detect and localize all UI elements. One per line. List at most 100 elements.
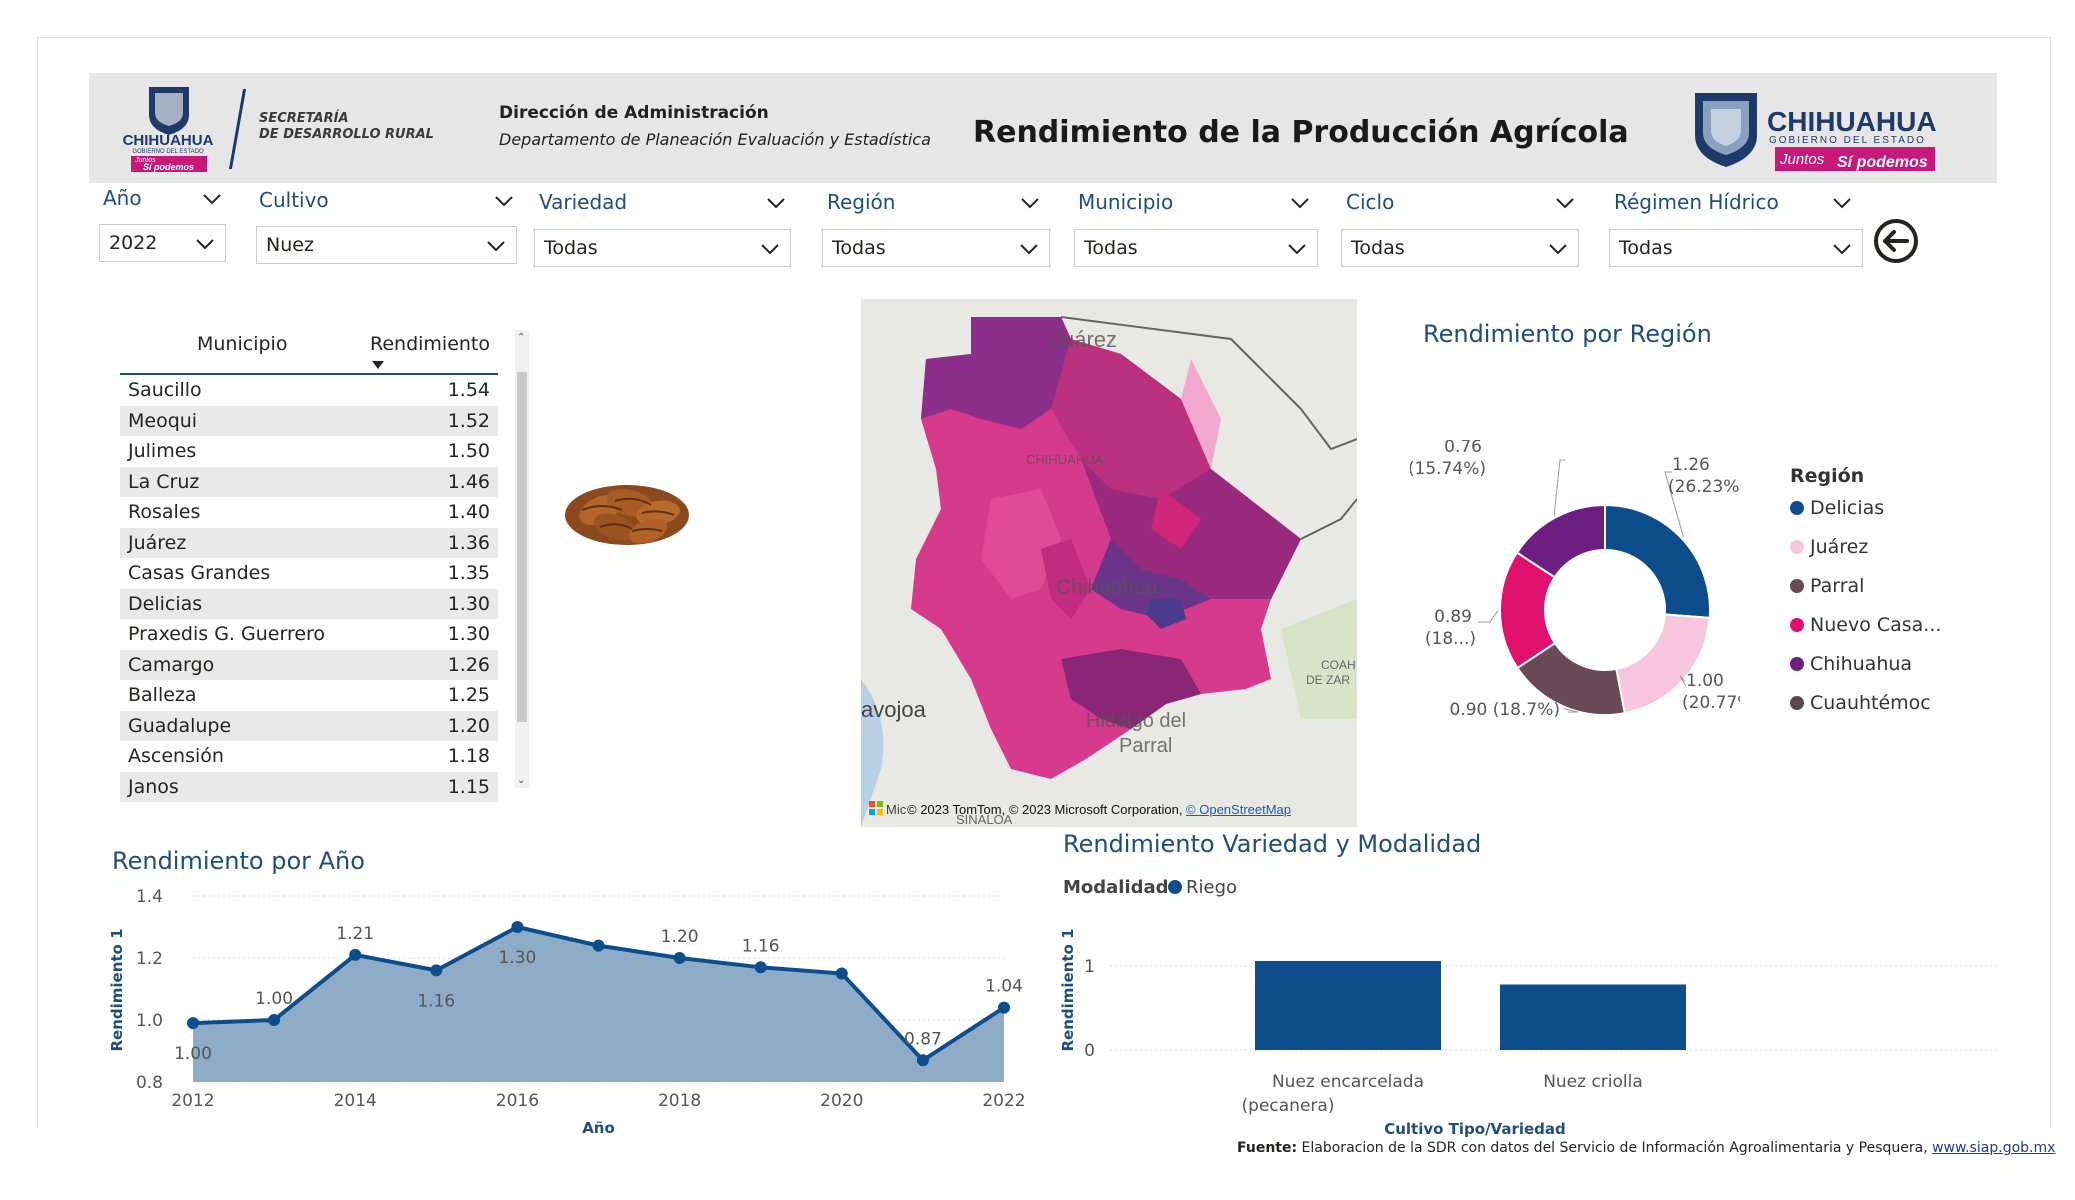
report-header: CHIHUAHUA GOBIERNO DEL ESTADO Juntos Sí …: [89, 73, 1997, 183]
cell-rendimiento: 1.54: [447, 379, 490, 401]
filter-dropdown-region[interactable]: Todas: [822, 229, 1050, 267]
filter-dropdown-municipio[interactable]: Todas: [1074, 229, 1318, 267]
legend-label: Parral: [1810, 575, 1865, 597]
svg-text:Hidalgo del: Hidalgo del: [1086, 710, 1186, 732]
data-point[interactable]: [349, 948, 362, 961]
svg-text:SINALOA: SINALOA: [956, 812, 1013, 827]
table-scrollbar[interactable]: ⌃ ⌄: [515, 330, 529, 788]
table-row[interactable]: Delicias 1.30: [120, 588, 498, 619]
filter-collapse-chevron-icon[interactable]: [202, 192, 222, 206]
svg-text:CHIHUAHUA: CHIHUAHUA: [1767, 106, 1937, 137]
x-tick-label: 2012: [171, 1091, 214, 1111]
donut-slice[interactable]: [1604, 503, 1711, 619]
cell-municipio: Janos: [128, 775, 179, 798]
y-tick-label: 1: [1084, 957, 1095, 977]
data-point[interactable]: [268, 1014, 281, 1026]
cell-municipio: Camargo: [128, 653, 215, 676]
data-point[interactable]: [187, 1017, 199, 1030]
table-row[interactable]: La Cruz 1.46: [120, 466, 498, 497]
cell-municipio: Guadalupe: [128, 714, 232, 737]
legend-item[interactable]: Nuevo Casa...: [1790, 614, 1941, 636]
map-visual[interactable]: Juárez CHIHUAHUA Chihuahua Hidalgo del P…: [861, 299, 1357, 827]
page-title: Rendimiento de la Producción Agrícola: [973, 115, 1629, 150]
bar-2[interactable]: [1500, 984, 1686, 1050]
x-tick-label: 2018: [658, 1091, 701, 1111]
cell-rendimiento: 1.52: [447, 409, 490, 432]
table-row[interactable]: Camargo 1.26: [120, 649, 498, 680]
scrollbar-thumb[interactable]: [517, 372, 527, 722]
donut-data-label: 1.00: [1686, 671, 1724, 691]
table-row[interactable]: Guadalupe 1.20: [120, 710, 498, 741]
data-point[interactable]: [754, 961, 767, 974]
data-point[interactable]: [916, 1054, 929, 1067]
scroll-down-icon[interactable]: ⌄: [517, 775, 526, 786]
table-row[interactable]: Janos 1.15: [120, 771, 498, 802]
filter-dropdown-cultivo[interactable]: Nuez: [256, 226, 517, 264]
filter-collapse-chevron-icon[interactable]: [766, 196, 786, 210]
table-row[interactable]: Meoqui 1.52: [120, 405, 498, 436]
svg-text:GOBIERNO DEL ESTADO: GOBIERNO DEL ESTADO: [1769, 135, 1926, 146]
map-credit: © 2023 TomTom, © 2023 Microsoft Corporat…: [907, 802, 1291, 817]
legend-item[interactable]: Chihuahua: [1790, 653, 1912, 675]
donut-data-label: 0.76: [1444, 440, 1482, 457]
back-arrow-icon[interactable]: [1873, 218, 1919, 264]
filter-dropdown-ano[interactable]: 2022: [99, 224, 226, 262]
donut-leader-line: [1679, 675, 1687, 687]
svg-text:Parral: Parral: [1119, 735, 1172, 757]
filter-dropdown-variedad[interactable]: Todas: [534, 229, 791, 267]
cell-rendimiento: 1.40: [447, 501, 490, 523]
filter-dropdown-regimen-hidrico[interactable]: Todas: [1609, 229, 1863, 267]
bar-1[interactable]: [1255, 960, 1441, 1050]
table-row[interactable]: Ascensión 1.18: [120, 741, 498, 772]
donut-slice[interactable]: [1515, 503, 1606, 579]
filter-value-region: Todas: [832, 237, 886, 259]
col-municipio-header[interactable]: Municipio: [197, 333, 288, 355]
table-body: Saucillo 1.54 Meoqui 1.52 Julimes 1.50 La Cruz…: [120, 375, 498, 802]
donut-leader-line: [1664, 471, 1684, 538]
legend-item[interactable]: Delicias: [1790, 497, 1884, 519]
y-tick-label: 1.2: [136, 949, 163, 969]
region-donut-chart: 1.26(26.23%) 1.00(20.77%) 0.90 (18.7%) 0.89…: [1410, 440, 1740, 720]
data-point[interactable]: [592, 939, 605, 952]
legend-item[interactable]: Cuauhtémoc: [1790, 692, 1931, 714]
filter-collapse-chevron-icon[interactable]: [1832, 196, 1852, 210]
table-row[interactable]: Praxedis G. Guerrero 1.30: [120, 619, 498, 650]
openstreetmap-link[interactable]: © OpenStreetMap: [1186, 802, 1292, 817]
table-row[interactable]: Casas Grandes 1.35: [120, 558, 498, 589]
filter-label-ciclo: Ciclo: [1346, 190, 1395, 214]
scroll-up-icon[interactable]: ⌃: [517, 332, 526, 343]
table-row[interactable]: Balleza 1.25: [120, 680, 498, 711]
filter-collapse-chevron-icon[interactable]: [1020, 196, 1040, 210]
svg-text:CHIHUAHUA: CHIHUAHUA: [123, 132, 214, 149]
col-rendimiento-header[interactable]: Rendimiento: [369, 333, 490, 355]
data-label: 1.04: [985, 977, 1023, 997]
data-point[interactable]: [998, 1001, 1010, 1014]
table-row[interactable]: Saucillo 1.54: [120, 375, 498, 406]
data-label: 0.87: [904, 1029, 942, 1049]
variedad-bar-chart: 1 0 Nuez encarcelada (pecanera) Nuez criolla…: [1059, 928, 2000, 1138]
data-point[interactable]: [835, 967, 848, 980]
fuente-text: Elaboracion de la SDR con datos del Serv…: [1297, 1140, 1933, 1156]
data-point[interactable]: [430, 964, 443, 977]
data-point[interactable]: [673, 952, 686, 964]
svg-text:avojoa: avojoa: [861, 697, 927, 722]
fuente-label: Fuente:: [1237, 1140, 1298, 1156]
departamento-text: Departamento de Planeación Evaluación y …: [499, 130, 931, 149]
legend-item[interactable]: Juárez: [1790, 536, 1868, 558]
cell-rendimiento: 1.18: [447, 745, 490, 767]
x-category-label: Nuez criolla: [1543, 1072, 1643, 1092]
bar-legend-item[interactable]: Riego: [1168, 877, 1237, 898]
filter-dropdown-ciclo[interactable]: Todas: [1341, 229, 1579, 267]
data-label: 1.16: [417, 991, 455, 1011]
table-row[interactable]: Julimes 1.50: [120, 436, 498, 467]
table-row[interactable]: Rosales 1.40: [120, 497, 498, 528]
filter-collapse-chevron-icon[interactable]: [1290, 196, 1310, 210]
cell-municipio: Praxedis G. Guerrero: [128, 623, 326, 645]
filter-collapse-chevron-icon[interactable]: [494, 194, 514, 208]
legend-item[interactable]: Parral: [1790, 575, 1864, 597]
table-row[interactable]: Juárez 1.36: [120, 527, 498, 558]
data-point[interactable]: [511, 921, 524, 933]
siap-link[interactable]: www.siap.gob.mx: [1932, 1140, 2056, 1156]
region-chart-title: Rendimiento por Región: [1423, 320, 1712, 348]
filter-collapse-chevron-icon[interactable]: [1555, 196, 1575, 210]
